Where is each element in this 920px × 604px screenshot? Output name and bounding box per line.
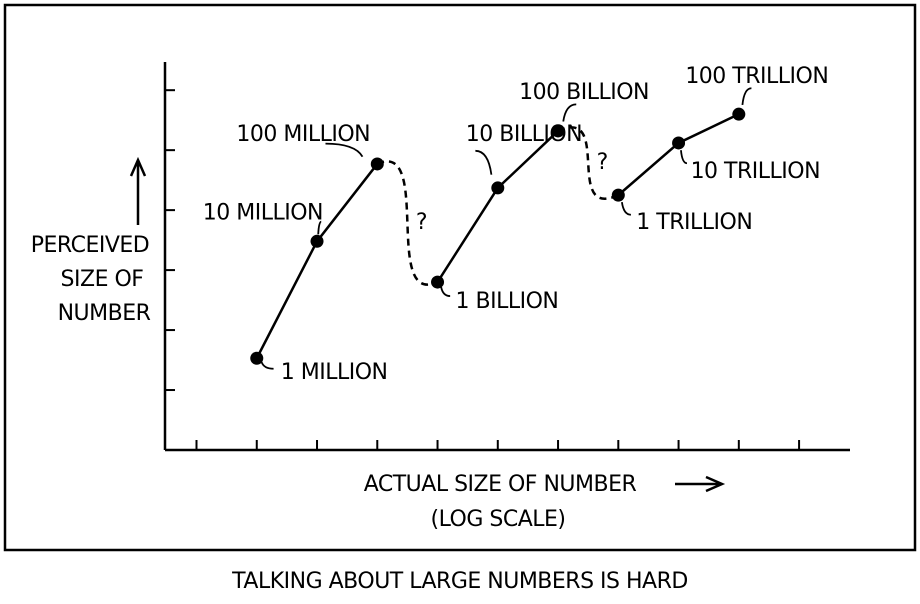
- data-point: [310, 234, 324, 248]
- point-label: 1 MILLION: [281, 360, 388, 385]
- y-label-line: SIZE OF: [61, 267, 144, 292]
- label-leader: [741, 87, 752, 106]
- label-leader: [325, 142, 364, 158]
- point-label: 100 TRILLION: [685, 64, 828, 89]
- annotation: ?: [597, 150, 608, 175]
- point-label: 1 TRILLION: [636, 210, 752, 235]
- data-point: [250, 351, 264, 365]
- data-point: [611, 188, 625, 202]
- label-leader: [680, 150, 688, 165]
- panel-frame: [3, 3, 917, 552]
- label-leader: [260, 361, 274, 370]
- y-label-line: NUMBER: [58, 301, 151, 326]
- data-point: [732, 107, 746, 121]
- annotation: ?: [416, 210, 427, 235]
- point-label: 10 BILLION: [466, 122, 582, 147]
- point-label: 100 MILLION: [236, 122, 370, 147]
- chart-title: TALKING ABOUT LARGE NUMBERS IS HARD: [231, 569, 688, 594]
- point-label: 100 BILLION: [519, 80, 649, 105]
- label-leader: [317, 220, 322, 235]
- data-point: [551, 124, 565, 138]
- data-point: [370, 157, 384, 171]
- label-leader: [475, 149, 493, 175]
- y-label-line: PERCEIVED: [31, 233, 150, 258]
- point-label: 1 BILLION: [456, 289, 559, 314]
- dashed-transition: [376, 160, 439, 286]
- label-leader: [621, 201, 631, 216]
- data-line: [255, 163, 379, 359]
- point-label: 10 MILLION: [203, 200, 323, 225]
- x-label-note: (LOG SCALE): [430, 507, 565, 532]
- point-label: 10 TRILLION: [691, 159, 820, 184]
- data-point: [672, 136, 686, 150]
- data-point: [491, 181, 505, 195]
- x-label: ACTUAL SIZE OF NUMBER: [364, 472, 637, 497]
- data-point: [431, 275, 445, 289]
- dashed-transition: [557, 126, 619, 200]
- label-leader: [440, 286, 451, 297]
- y-arrow: [129, 156, 147, 225]
- label-leader: [562, 103, 577, 122]
- data-line: [436, 130, 559, 283]
- x-arrow: [675, 475, 726, 493]
